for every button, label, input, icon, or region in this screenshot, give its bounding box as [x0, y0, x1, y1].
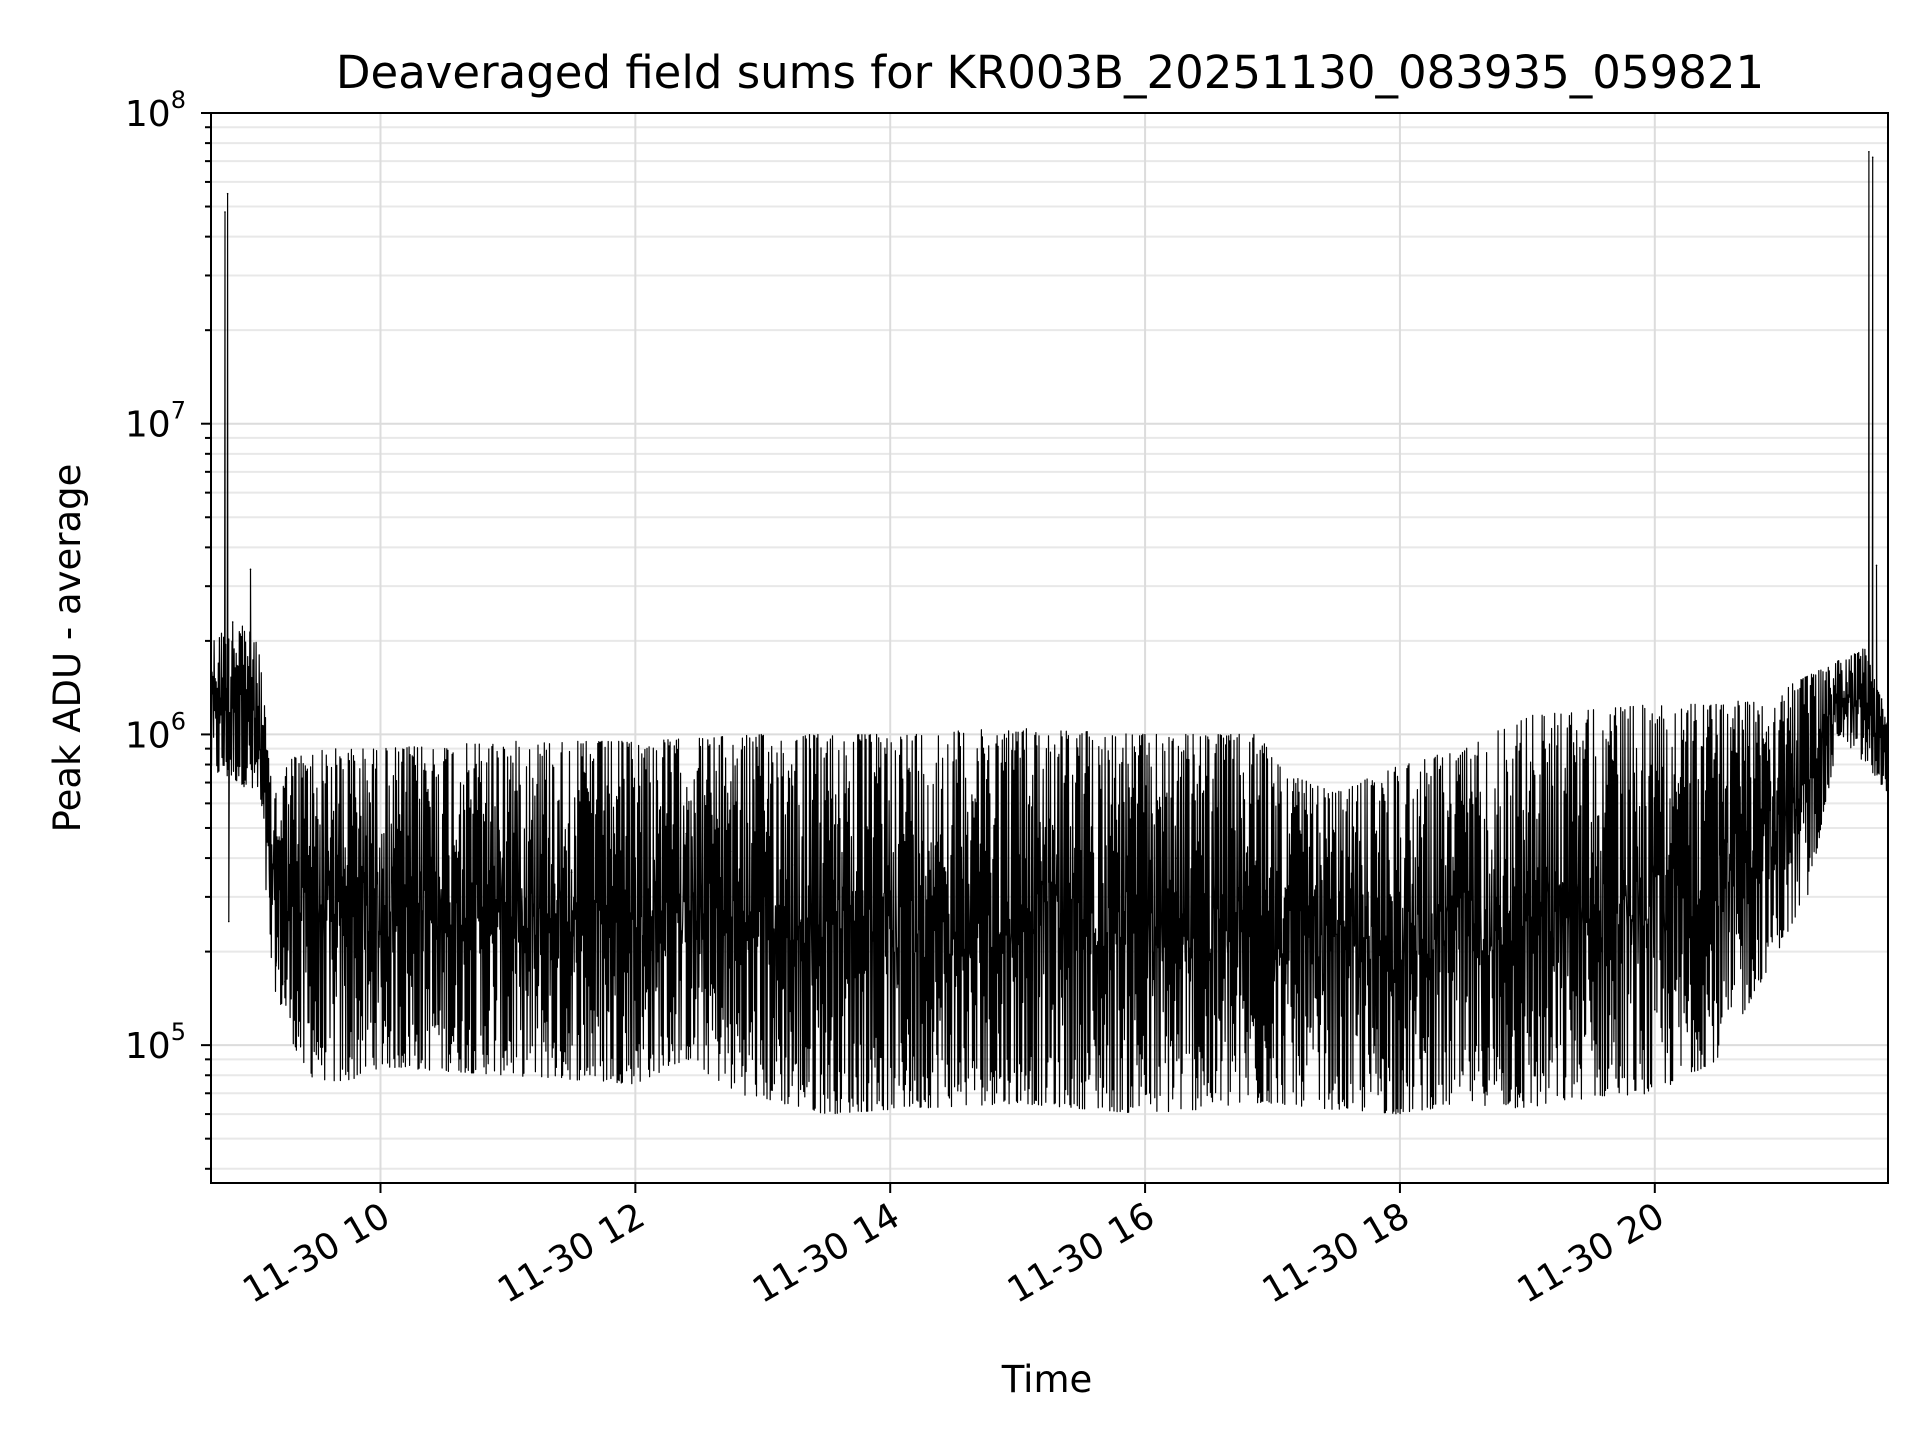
data-point [296, 989, 299, 992]
data-point [347, 980, 350, 983]
data-point [228, 920, 230, 923]
y-axis-label: Peak ADU - average [46, 464, 89, 833]
data-layer [210, 151, 1889, 1115]
data-point [284, 980, 286, 983]
data-point [1590, 1019, 1592, 1022]
data-point [443, 900, 446, 903]
data-point [921, 871, 923, 874]
data-point [730, 850, 732, 853]
data-point [221, 678, 224, 681]
data-point [1864, 678, 1866, 681]
data-point [224, 211, 226, 213]
data-point [857, 896, 860, 898]
data-point [275, 965, 277, 967]
data-point [231, 621, 234, 623]
data-point [1239, 864, 1242, 866]
data-point [1654, 1008, 1656, 1011]
data-point [316, 998, 318, 1001]
series-line [210, 151, 1889, 1115]
data-point [1424, 1051, 1427, 1053]
data-point [1284, 887, 1286, 889]
data-point [1176, 857, 1178, 859]
y-tick-label: 106 [125, 707, 186, 756]
data-point [507, 887, 509, 889]
data-point [1048, 841, 1051, 843]
data-point [237, 747, 239, 750]
data-point [1373, 1044, 1376, 1046]
data-point [379, 931, 382, 934]
plot-frame [210, 112, 1889, 1184]
data-point [1868, 151, 1870, 153]
chart-title: Deaveraged field sums for KR003B_2025113… [336, 46, 1764, 99]
data-point [1880, 698, 1883, 700]
data-point [268, 896, 271, 898]
data-point [793, 864, 796, 866]
data-point [262, 802, 265, 805]
data-point [634, 857, 637, 859]
data-point [1813, 763, 1815, 766]
data-point [1475, 1044, 1478, 1046]
data-point [1875, 564, 1878, 567]
y-tick-label: 105 [125, 1018, 186, 1067]
data-point [256, 720, 258, 723]
data-point [226, 192, 229, 195]
data-point [985, 850, 987, 853]
data-point [685, 832, 688, 835]
data-point [1871, 156, 1874, 159]
data-point [243, 781, 245, 784]
data-point [216, 698, 219, 700]
data-point [1112, 850, 1114, 853]
data-point [1526, 1031, 1529, 1034]
data-point [1755, 875, 1758, 877]
x-axis-label: Time [1001, 1358, 1093, 1401]
data-point [249, 568, 252, 571]
data-point [1851, 698, 1854, 700]
y-tick-label: 108 [125, 86, 186, 135]
y-tick-label: 107 [125, 397, 186, 446]
data-point [1717, 980, 1720, 983]
data-point [570, 871, 573, 874]
data-point [1838, 688, 1841, 690]
data-point [1781, 802, 1783, 805]
data-point [1322, 989, 1325, 992]
